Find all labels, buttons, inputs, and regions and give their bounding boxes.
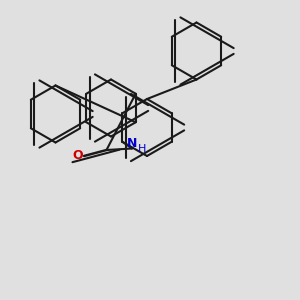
Text: O: O <box>72 149 83 162</box>
Text: H: H <box>138 144 146 154</box>
Text: N: N <box>127 136 137 150</box>
